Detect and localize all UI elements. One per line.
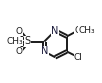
Text: S: S — [25, 37, 31, 46]
Text: O: O — [74, 26, 81, 35]
Text: N: N — [41, 46, 48, 56]
Text: Cl: Cl — [74, 53, 83, 62]
Text: CH₃: CH₃ — [78, 26, 95, 35]
Text: O: O — [16, 27, 23, 36]
Text: O: O — [16, 47, 23, 56]
Text: N: N — [52, 26, 59, 36]
Text: CH₃: CH₃ — [6, 37, 23, 46]
